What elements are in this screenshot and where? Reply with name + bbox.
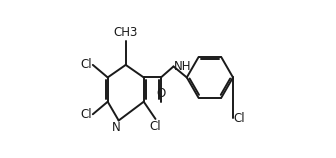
Text: Cl: Cl (80, 108, 92, 121)
Text: Cl: Cl (150, 120, 161, 133)
Text: Cl: Cl (234, 112, 245, 125)
Text: O: O (156, 87, 166, 100)
Text: CH3: CH3 (114, 26, 138, 39)
Text: N: N (112, 121, 120, 134)
Text: Cl: Cl (80, 58, 92, 71)
Text: NH: NH (174, 60, 192, 73)
